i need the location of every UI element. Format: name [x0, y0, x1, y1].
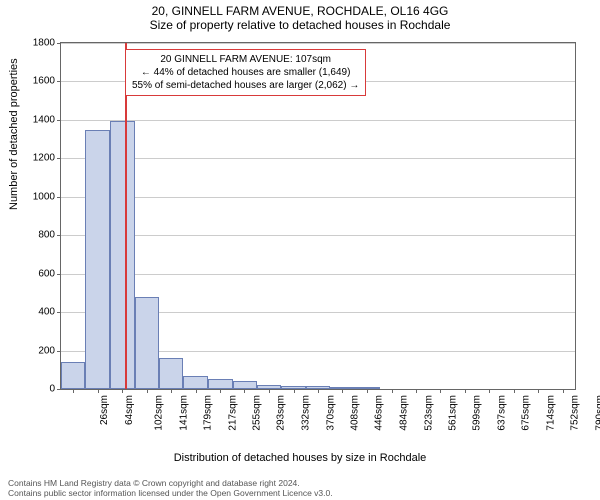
x-tick-mark	[367, 389, 368, 393]
x-tick-label: 637sqm	[496, 395, 507, 431]
annotation-box: 20 GINNELL FARM AVENUE: 107sqm ← 44% of …	[125, 49, 366, 96]
x-tick-mark	[147, 389, 148, 393]
x-tick-mark	[318, 389, 319, 393]
x-tick-mark	[465, 389, 466, 393]
y-tick-label: 0	[15, 384, 61, 395]
histogram-bar	[110, 121, 135, 389]
x-tick-mark	[342, 389, 343, 393]
x-tick-mark	[392, 389, 393, 393]
x-tick-label: 408sqm	[350, 395, 361, 431]
x-tick-mark	[440, 389, 441, 393]
plot-area: 020040060080010001200140016001800 20 GIN…	[60, 42, 576, 390]
x-tick-label: 370sqm	[325, 395, 336, 431]
x-tick-mark	[73, 389, 74, 393]
x-tick-label: 141sqm	[178, 395, 189, 431]
x-tick-mark	[294, 389, 295, 393]
x-tick-mark	[196, 389, 197, 393]
title-subtitle: Size of property relative to detached ho…	[0, 18, 600, 32]
x-tick-label: 714sqm	[546, 395, 557, 431]
x-tick-label: 446sqm	[374, 395, 385, 431]
y-tick-label: 1800	[15, 38, 61, 49]
histogram-bar	[233, 381, 257, 389]
x-tick-label: 752sqm	[570, 395, 581, 431]
histogram-bar	[85, 130, 109, 390]
x-tick-mark	[220, 389, 221, 393]
gridline	[61, 43, 575, 44]
x-tick-mark	[171, 389, 172, 393]
y-tick-label: 1200	[15, 153, 61, 164]
x-tick-mark	[98, 389, 99, 393]
footer-attribution: Contains HM Land Registry data © Crown c…	[8, 478, 333, 498]
x-tick-label: 293sqm	[276, 395, 287, 431]
x-tick-mark	[489, 389, 490, 393]
x-tick-mark	[244, 389, 245, 393]
x-tick-label: 561sqm	[448, 395, 459, 431]
x-tick-label: 217sqm	[227, 395, 238, 431]
x-tick-mark	[514, 389, 515, 393]
histogram-bar	[135, 297, 159, 389]
gridline	[61, 158, 575, 159]
histogram-bar	[159, 358, 183, 389]
x-tick-label: 179sqm	[203, 395, 214, 431]
histogram-bar	[183, 376, 207, 389]
y-tick-label: 200	[15, 345, 61, 356]
annotation-line2: ← 44% of detached houses are smaller (1,…	[132, 66, 359, 79]
x-tick-mark	[122, 389, 123, 393]
footer-line2: Contains public sector information licen…	[8, 488, 333, 498]
x-tick-label: 599sqm	[472, 395, 483, 431]
y-tick-label: 1000	[15, 191, 61, 202]
x-tick-label: 790sqm	[594, 395, 600, 431]
y-tick-label: 400	[15, 307, 61, 318]
x-tick-label: 332sqm	[301, 395, 312, 431]
gridline	[61, 120, 575, 121]
gridline	[61, 235, 575, 236]
x-tick-mark	[269, 389, 270, 393]
title-block: 20, GINNELL FARM AVENUE, ROCHDALE, OL16 …	[0, 0, 600, 32]
annotation-line1: 20 GINNELL FARM AVENUE: 107sqm	[132, 53, 359, 66]
x-tick-mark	[563, 389, 564, 393]
y-tick-label: 1600	[15, 76, 61, 87]
chart-container: 20, GINNELL FARM AVENUE, ROCHDALE, OL16 …	[0, 0, 600, 500]
x-tick-label: 523sqm	[423, 395, 434, 431]
y-tick-label: 600	[15, 268, 61, 279]
x-tick-mark	[538, 389, 539, 393]
x-tick-mark	[416, 389, 417, 393]
gridline	[61, 197, 575, 198]
x-axis-label: Distribution of detached houses by size …	[0, 452, 600, 464]
x-tick-label: 102sqm	[153, 395, 164, 431]
x-tick-label: 64sqm	[124, 395, 135, 425]
y-tick-label: 1400	[15, 114, 61, 125]
title-address: 20, GINNELL FARM AVENUE, ROCHDALE, OL16 …	[0, 4, 600, 18]
x-tick-label: 675sqm	[521, 395, 532, 431]
y-tick-label: 800	[15, 230, 61, 241]
x-tick-label: 484sqm	[398, 395, 409, 431]
footer-line1: Contains HM Land Registry data © Crown c…	[8, 478, 333, 488]
histogram-bar	[61, 362, 85, 389]
histogram-bar	[208, 379, 233, 389]
gridline	[61, 274, 575, 275]
annotation-line3: 55% of semi-detached houses are larger (…	[132, 79, 359, 92]
x-tick-label: 255sqm	[252, 395, 263, 431]
x-tick-label: 26sqm	[99, 395, 110, 425]
